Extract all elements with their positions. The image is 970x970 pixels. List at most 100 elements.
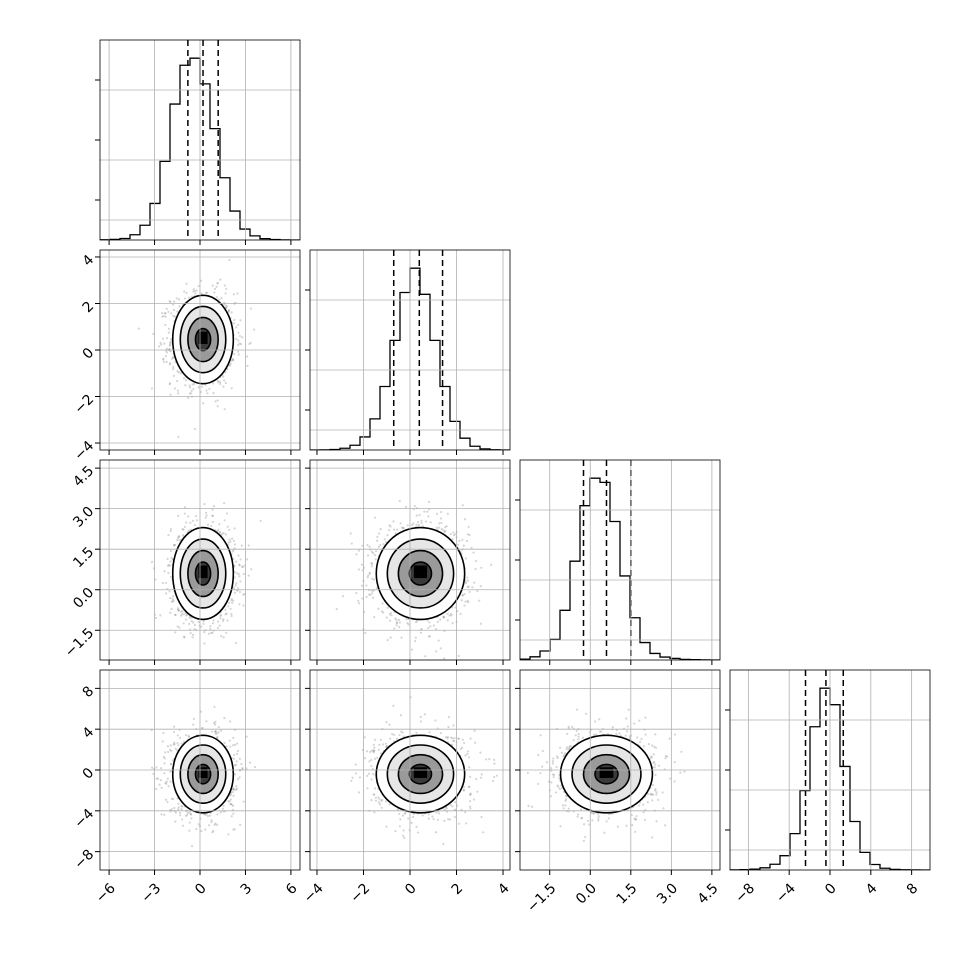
- scatter-point: [216, 281, 220, 284]
- scatter-point: [164, 592, 168, 595]
- scatter-point: [240, 544, 243, 547]
- scatter-point: [368, 571, 371, 574]
- scatter-point: [188, 616, 191, 619]
- scatter-point: [223, 284, 226, 287]
- scatter-point: [237, 339, 240, 342]
- scatter-point: [371, 589, 374, 592]
- scatter-point: [444, 530, 447, 533]
- scatter-point: [380, 610, 384, 613]
- scatter-point: [238, 564, 241, 567]
- scatter-point: [155, 777, 158, 780]
- density-panel: [335, 500, 493, 660]
- scatter-point: [243, 592, 246, 595]
- scatter-point: [190, 389, 193, 392]
- scatter-point: [235, 787, 238, 790]
- scatter-point: [453, 534, 456, 537]
- scatter-point: [210, 631, 213, 634]
- scatter-point: [241, 565, 244, 568]
- scatter-point: [238, 575, 241, 578]
- scatter-point: [191, 636, 194, 639]
- scatter-point: [169, 340, 172, 343]
- scatter-point: [232, 293, 235, 296]
- scatter-point: [217, 528, 220, 532]
- scatter-point: [233, 591, 237, 594]
- scatter-point: [355, 553, 358, 556]
- scatter-point: [216, 823, 219, 827]
- scatter-point: [235, 337, 238, 340]
- scatter-point: [219, 615, 222, 618]
- scatter-point: [439, 647, 442, 650]
- scatter-point: [214, 720, 217, 723]
- scatter-point: [178, 626, 181, 629]
- scatter-point: [188, 392, 192, 395]
- scatter-point: [446, 612, 449, 615]
- scatter-point: [229, 607, 232, 610]
- scatter-point: [446, 512, 449, 515]
- scatter-point: [184, 814, 188, 817]
- scatter-point: [226, 525, 229, 528]
- scatter-point: [382, 543, 385, 546]
- scatter-point: [361, 544, 364, 547]
- scatter-point: [227, 541, 230, 544]
- scatter-point: [478, 599, 481, 602]
- scatter-point: [464, 557, 468, 560]
- scatter-point: [172, 730, 176, 734]
- scatter-point: [419, 631, 423, 634]
- scatter-point: [180, 613, 184, 616]
- scatter-point: [238, 334, 241, 338]
- scatter-point: [223, 519, 226, 522]
- scatter-point: [462, 544, 465, 547]
- scatter-point: [386, 533, 389, 537]
- scatter-point: [159, 767, 163, 770]
- scatter-point: [177, 536, 180, 540]
- scatter-point: [471, 586, 474, 589]
- scatter-point: [463, 604, 466, 607]
- scatter-point: [194, 292, 197, 295]
- scatter-point: [168, 344, 172, 347]
- scatter-point: [428, 635, 431, 638]
- scatter-point: [249, 341, 252, 344]
- scatter-point: [168, 383, 171, 386]
- scatter-point: [219, 617, 222, 620]
- scatter-point: [203, 813, 207, 816]
- scatter-point: [192, 290, 195, 293]
- scatter-point: [200, 385, 204, 388]
- scatter-point: [440, 527, 443, 530]
- scatter-point: [452, 531, 455, 534]
- scatter-point: [370, 565, 373, 568]
- scatter-point: [240, 336, 244, 339]
- scatter-point: [451, 622, 454, 625]
- scatter-point: [172, 314, 175, 318]
- scatter-point: [177, 808, 180, 811]
- scatter-point: [193, 523, 196, 527]
- scatter-point: [215, 296, 219, 299]
- scatter-point: [182, 622, 185, 625]
- scatter-point: [161, 740, 164, 743]
- scatter-point: [220, 296, 223, 300]
- scatter-point: [193, 623, 197, 627]
- scatter-point: [191, 383, 194, 386]
- scatter-point: [472, 551, 475, 554]
- scatter-point: [405, 618, 408, 621]
- scatter-point: [406, 524, 409, 527]
- scatter-point: [372, 578, 376, 581]
- scatter-point: [184, 384, 187, 387]
- scatter-point: [366, 576, 369, 579]
- scatter-point: [176, 734, 179, 737]
- scatter-point: [183, 636, 186, 639]
- scatter-point: [161, 581, 164, 585]
- scatter-point: [416, 520, 420, 524]
- contour-line: [171, 526, 235, 621]
- contour-line: [397, 549, 444, 598]
- scatter-point: [197, 620, 200, 624]
- scatter-point: [167, 331, 170, 334]
- scatter-point: [166, 800, 169, 803]
- scatter-point: [189, 521, 192, 524]
- scatter-point: [448, 614, 451, 617]
- scatter-point: [414, 621, 418, 624]
- scatter-point: [474, 559, 478, 563]
- scatter-point: [232, 599, 235, 602]
- scatter-point: [169, 301, 172, 304]
- scatter-point: [219, 729, 223, 732]
- scatter-point: [400, 636, 403, 639]
